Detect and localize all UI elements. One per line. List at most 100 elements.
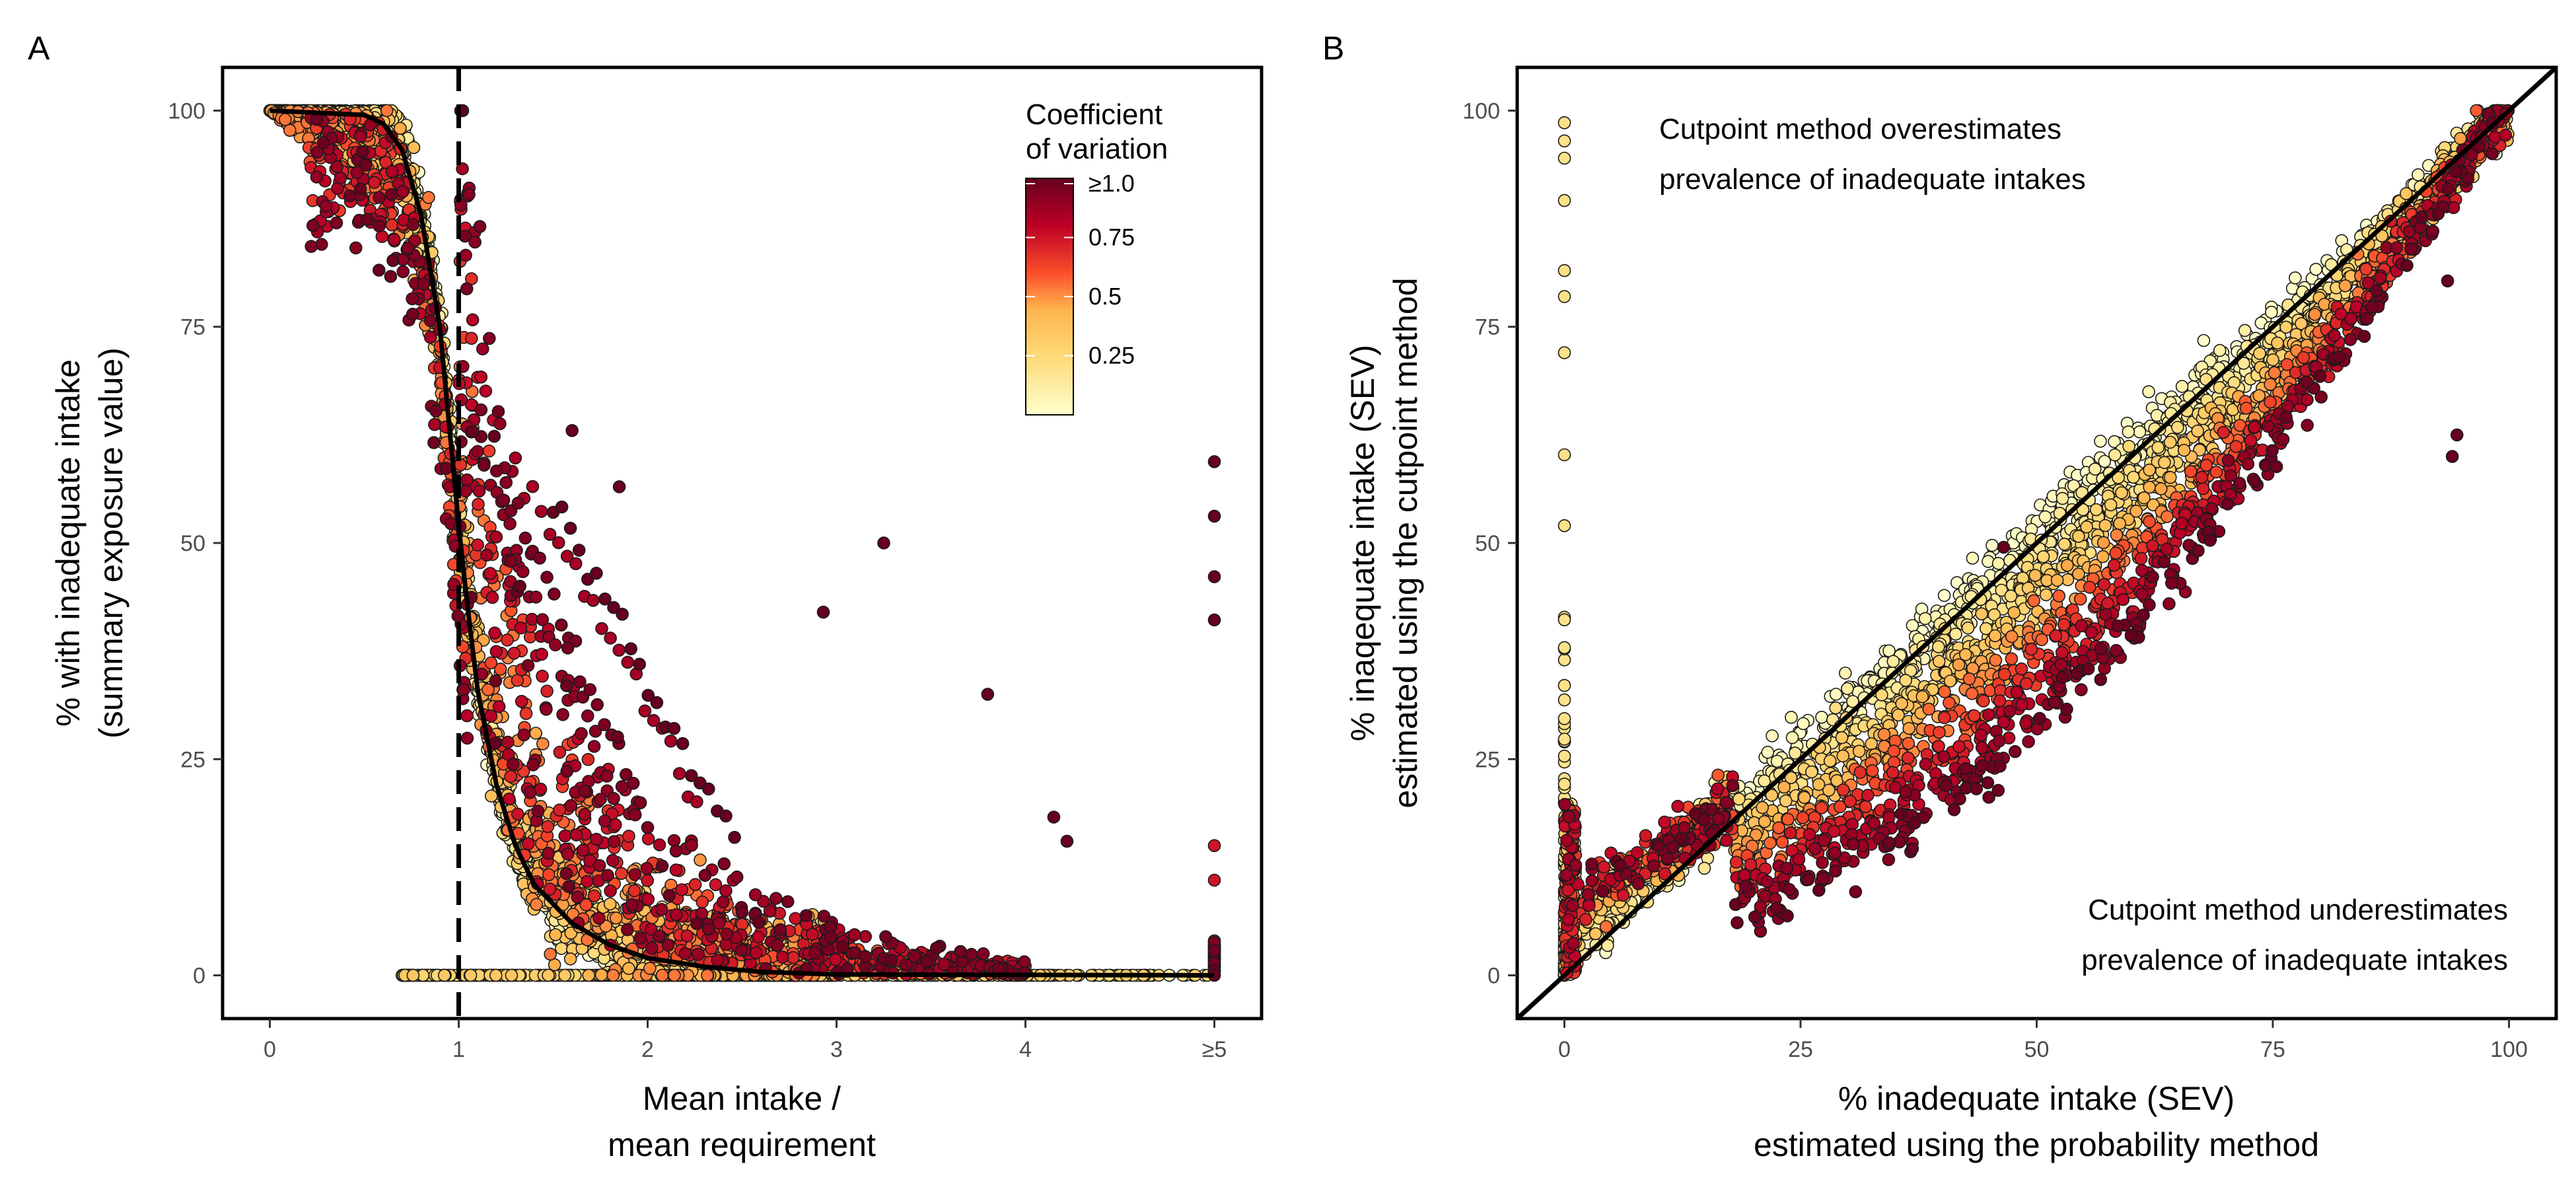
point-a xyxy=(667,722,681,735)
point-a xyxy=(773,923,787,937)
point-a xyxy=(394,122,407,135)
point-a xyxy=(501,735,515,749)
point-a xyxy=(533,552,546,565)
point-a xyxy=(471,445,484,458)
point-a xyxy=(497,493,511,507)
point-a xyxy=(460,731,474,745)
point-a xyxy=(561,847,575,861)
point-a xyxy=(607,835,621,848)
point-b xyxy=(1966,552,1980,565)
point-a xyxy=(482,444,496,458)
point-a xyxy=(396,185,410,198)
point-a xyxy=(603,897,617,911)
point-a xyxy=(540,571,554,584)
point-a xyxy=(459,484,472,498)
point-a xyxy=(573,675,587,688)
point-a xyxy=(530,898,544,911)
point-a xyxy=(598,814,612,828)
point-a xyxy=(492,700,506,713)
point-a xyxy=(536,737,550,750)
point-a xyxy=(578,808,592,821)
point-a xyxy=(428,417,441,431)
point-a xyxy=(581,875,594,888)
point-a xyxy=(460,282,474,296)
point-a xyxy=(859,930,872,943)
point-a xyxy=(662,888,676,902)
point-a xyxy=(685,838,698,852)
point-a xyxy=(503,517,517,530)
point-a xyxy=(548,638,562,652)
point-a xyxy=(460,709,474,723)
point-a xyxy=(565,423,579,437)
point-a xyxy=(669,844,683,858)
point-a xyxy=(594,968,608,982)
panel-a-label: A xyxy=(28,30,50,67)
point-a xyxy=(775,951,789,964)
point-a xyxy=(549,928,562,941)
point-a xyxy=(628,868,642,881)
point-a xyxy=(488,626,501,640)
x-axis-label-a-line1: Mean intake / xyxy=(643,1080,841,1117)
x-axis-label-a-line2: mean requirement xyxy=(608,1126,876,1163)
point-a xyxy=(667,834,681,847)
point-a xyxy=(507,647,521,660)
point-a xyxy=(526,480,540,493)
point-a xyxy=(625,898,639,912)
point-a xyxy=(696,895,709,909)
point-a xyxy=(752,930,765,944)
point-a xyxy=(572,544,586,557)
point-a xyxy=(859,950,872,963)
point-a xyxy=(534,782,548,796)
point-a xyxy=(504,554,518,568)
point-a xyxy=(884,953,898,967)
x-tick-label-a: 0 xyxy=(264,1037,276,1062)
point-a xyxy=(769,892,783,905)
point-a xyxy=(668,968,681,982)
point-a xyxy=(553,746,567,759)
point-a xyxy=(484,789,498,803)
point-a xyxy=(587,740,601,753)
point-a xyxy=(598,718,611,731)
point-a xyxy=(612,643,626,657)
point-a xyxy=(384,188,398,201)
point-a xyxy=(540,703,553,716)
point-a xyxy=(771,939,784,952)
scatter-points-a xyxy=(263,104,1221,982)
point-a xyxy=(560,764,574,778)
point-a xyxy=(556,708,569,721)
point-a xyxy=(439,462,453,475)
point-a xyxy=(387,233,401,246)
point-a xyxy=(680,929,694,943)
point-a xyxy=(553,803,566,817)
y-axis-label-a-line1: % with inadequate intake xyxy=(50,359,87,727)
point-a xyxy=(423,314,437,328)
point-a xyxy=(478,458,491,472)
point-a xyxy=(559,867,573,881)
point-a xyxy=(396,265,410,279)
point-a xyxy=(511,496,525,510)
point-a xyxy=(587,889,601,903)
point-a xyxy=(590,698,604,711)
point-b xyxy=(1761,746,1775,759)
point-a xyxy=(720,927,734,941)
point-b xyxy=(1839,667,1852,680)
point-a xyxy=(542,847,555,860)
point-a xyxy=(581,753,595,766)
point-a xyxy=(511,674,524,687)
point-a xyxy=(564,799,578,812)
point-a xyxy=(487,429,501,443)
point-a xyxy=(645,941,659,955)
point-a xyxy=(519,707,533,720)
point-b xyxy=(1986,538,1999,552)
point-a xyxy=(806,927,819,941)
point-a xyxy=(437,968,451,982)
point-a xyxy=(541,820,555,834)
point-a xyxy=(384,270,398,283)
point-a xyxy=(595,622,608,635)
point-a xyxy=(373,219,386,233)
point-a xyxy=(879,930,892,943)
point-a xyxy=(474,403,488,417)
point-a xyxy=(877,536,890,550)
point-a xyxy=(836,940,849,954)
point-a xyxy=(314,238,328,251)
